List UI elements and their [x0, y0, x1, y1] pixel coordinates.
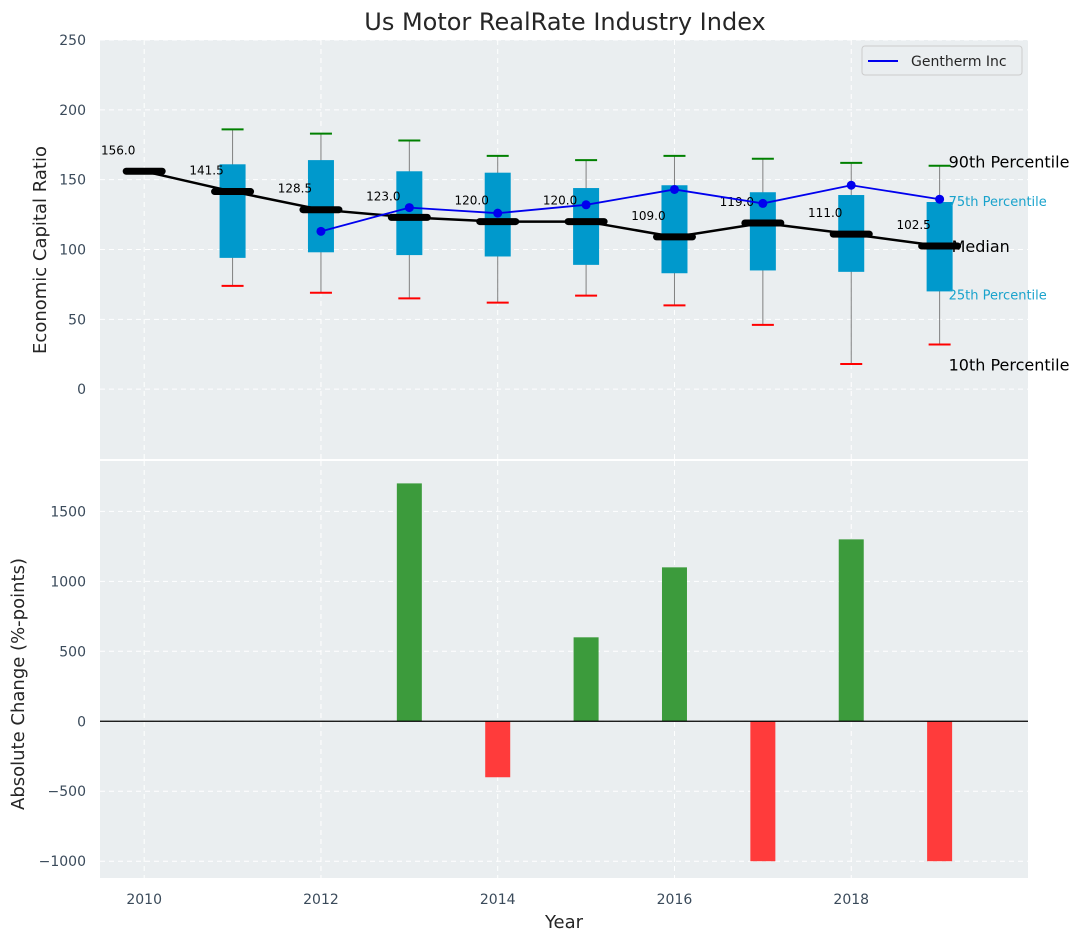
top-y-axis-label: Economic Capital Ratio: [30, 146, 51, 354]
series-point-gentherm: [935, 194, 945, 204]
median-value-label: 141.5: [189, 164, 223, 178]
bottom-y-axis-label: Absolute Change (%-points): [8, 558, 29, 810]
change-bar: [573, 637, 599, 722]
bottom-y-tick-label: 1000: [50, 574, 86, 590]
median-value-label: 102.5: [896, 218, 930, 232]
bottom-y-tick-label: −1000: [39, 854, 86, 870]
series-point-gentherm: [846, 180, 856, 190]
median-value-label: 128.5: [278, 182, 312, 196]
bottom-panel: −1000 −500 0 500 1000 1500 2010 2012 2014 2016 201…: [39, 461, 1028, 908]
chart-title: Us Motor RealRate Industry Index: [364, 8, 766, 36]
x-axis-label: Year: [544, 912, 584, 933]
box-iqr: [661, 185, 688, 274]
median-value-label: 120.0: [543, 194, 577, 208]
median-value-label: 123.0: [366, 189, 400, 203]
change-bar: [485, 721, 511, 778]
bottom-y-tick-label: 1500: [50, 504, 86, 520]
legend-label-gentherm: Gentherm Inc: [911, 54, 1007, 70]
median-line: [143, 170, 940, 248]
top-y-tick-label: 250: [59, 33, 86, 49]
x-tick-label: 2018: [833, 892, 869, 908]
top-y-tick-label: 200: [59, 103, 86, 119]
change-bar: [838, 539, 864, 722]
annotation-q3: 75th Percentile: [949, 195, 1047, 210]
bottom-y-tick-label: 500: [59, 644, 86, 660]
change-bar: [661, 567, 687, 722]
median-value-label: 120.0: [455, 194, 489, 208]
series-point-gentherm: [581, 200, 591, 210]
annotation-median: Median: [952, 237, 1010, 256]
top-y-tick-label: 0: [77, 382, 86, 398]
x-tick-label: 2014: [480, 892, 516, 908]
box-iqr: [219, 164, 246, 258]
series-point-gentherm: [669, 184, 679, 194]
series-point-gentherm: [316, 226, 326, 236]
median-value-label: 111.0: [808, 206, 842, 220]
series-point-gentherm: [404, 203, 414, 213]
top-panel: 0 50 100 150 200 250 156.0 141.5 128.5 123.0 120.0…: [59, 33, 1069, 459]
x-tick-label: 2010: [126, 892, 162, 908]
series-point-gentherm: [493, 208, 503, 218]
series-point-gentherm: [758, 198, 768, 208]
annotation-q1: 25th Percentile: [949, 288, 1047, 303]
change-bar: [927, 721, 953, 862]
series-line-gentherm: [320, 184, 940, 233]
legend: Gentherm Inc: [861, 45, 1023, 76]
annotation-p10: 10th Percentile: [949, 355, 1070, 374]
top-y-tick-label: 50: [68, 312, 86, 328]
top-y-tick-label: 100: [59, 243, 86, 259]
median-value-label: 156.0: [101, 143, 135, 157]
bottom-plot-area: [100, 461, 1028, 878]
bottom-y-tick-label: −500: [48, 784, 86, 800]
x-tick-label: 2012: [303, 892, 339, 908]
legend-box: [861, 45, 1023, 76]
annotation-p90: 90th Percentile: [949, 153, 1070, 172]
bottom-y-tick-label: 0: [77, 714, 86, 730]
change-bar: [396, 483, 422, 722]
box-iqr: [396, 171, 423, 256]
median-value-label: 109.0: [631, 209, 665, 223]
x-tick-label: 2016: [657, 892, 693, 908]
top-y-tick-label: 150: [59, 173, 86, 189]
change-bar: [750, 721, 776, 862]
